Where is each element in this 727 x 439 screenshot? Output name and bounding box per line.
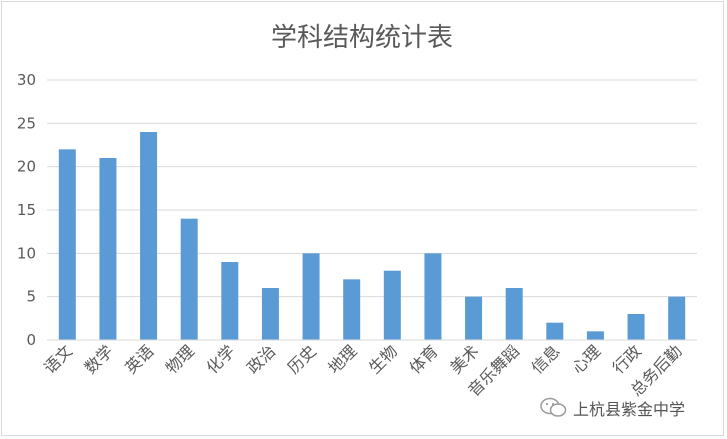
bar-生物 bbox=[383, 270, 401, 340]
bar-总务后勤 bbox=[668, 296, 686, 340]
y-tick-label: 0 bbox=[26, 331, 36, 349]
bar-信息 bbox=[546, 322, 564, 340]
chart-title: 学科结构统计表 bbox=[271, 23, 453, 53]
x-tick-label: 物理 bbox=[162, 341, 198, 377]
bar-物理 bbox=[180, 218, 198, 340]
wechat-icon bbox=[540, 397, 567, 417]
x-tick-label: 历史 bbox=[284, 341, 320, 377]
x-tick-label: 信息 bbox=[528, 341, 564, 377]
bar-地理 bbox=[343, 279, 361, 340]
bar-心理 bbox=[586, 331, 604, 340]
bar-英语 bbox=[140, 132, 158, 340]
x-tick-label: 数学 bbox=[81, 341, 117, 377]
y-tick-label: 20 bbox=[17, 158, 36, 176]
y-tick-label: 30 bbox=[17, 71, 36, 89]
y-tick-label: 10 bbox=[17, 244, 36, 262]
watermark: 上杭县紫金中学 bbox=[540, 396, 685, 420]
x-tick-label: 语文 bbox=[40, 341, 76, 377]
y-tick-label: 5 bbox=[26, 288, 36, 306]
bars bbox=[58, 132, 686, 340]
bar-政治 bbox=[261, 288, 279, 340]
y-tick-label: 25 bbox=[17, 114, 36, 132]
watermark-text: 上杭县紫金中学 bbox=[573, 400, 686, 419]
x-tick-label: 生物 bbox=[365, 341, 401, 377]
bar-语文 bbox=[58, 149, 76, 340]
x-tick-label: 美术 bbox=[446, 341, 482, 377]
y-axis-ticks: 0 5 10 15 20 25 30 bbox=[17, 71, 36, 349]
bar-美术 bbox=[465, 296, 483, 340]
bar-化学 bbox=[221, 262, 239, 340]
x-tick-label: 英语 bbox=[121, 341, 157, 377]
bar-体育 bbox=[424, 253, 442, 340]
x-tick-label: 政治 bbox=[243, 341, 279, 377]
x-tick-label: 地理 bbox=[324, 341, 360, 377]
x-tick-label: 化学 bbox=[203, 341, 239, 377]
bar-音乐舞蹈 bbox=[505, 288, 523, 340]
bar-行政 bbox=[627, 314, 645, 340]
x-tick-label: 体育 bbox=[406, 341, 442, 377]
y-tick-label: 15 bbox=[17, 201, 36, 219]
bar-数学 bbox=[99, 158, 117, 340]
x-tick-label: 行政 bbox=[609, 341, 645, 377]
bar-历史 bbox=[302, 253, 320, 340]
x-tick-label: 心理 bbox=[568, 341, 604, 377]
